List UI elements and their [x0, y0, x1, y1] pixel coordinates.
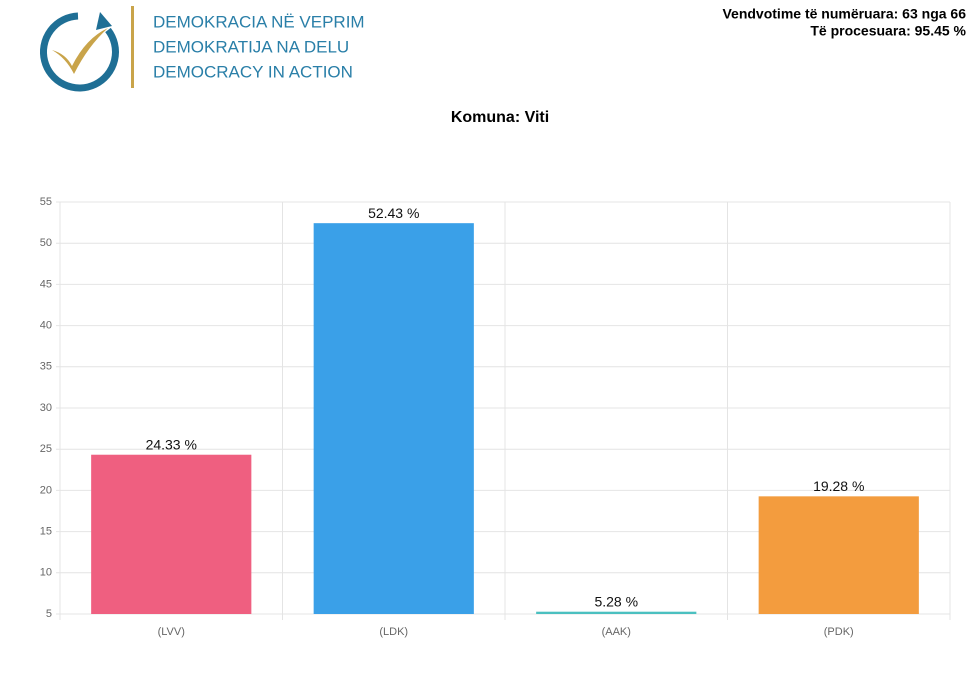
logo-text: DEMOKRATIJA NA DELU — [153, 37, 349, 56]
logo-text: DEMOCRACY IN ACTION — [153, 62, 353, 81]
value-label: 52.43 % — [368, 205, 419, 221]
logo-text: DEMOKRACIA NË VEPRIM — [153, 12, 365, 31]
bar — [91, 454, 252, 614]
stat-text: Të procesuara: 95.45 % — [810, 23, 966, 39]
x-tick-label: (PDK) — [824, 626, 854, 638]
y-tick-label: 40 — [40, 320, 52, 332]
chart-title: Komuna: Viti — [451, 109, 549, 126]
y-tick-label: 45 — [40, 278, 52, 290]
logo-arrow — [96, 12, 112, 30]
y-tick-label: 35 — [40, 361, 52, 373]
x-tick-label: (LVV) — [158, 626, 185, 638]
bar — [536, 611, 697, 614]
bar — [313, 223, 474, 614]
value-label: 24.33 % — [146, 436, 197, 452]
x-tick-label: (LDK) — [379, 626, 408, 638]
y-tick-label: 10 — [40, 567, 52, 579]
bar — [758, 496, 919, 614]
y-tick-label: 50 — [40, 237, 52, 249]
value-label: 5.28 % — [594, 593, 638, 609]
stat-text: Vendvotime të numëruara: 63 nga 66 — [722, 6, 966, 22]
y-tick-label: 5 — [46, 608, 52, 620]
logo-divider — [131, 6, 134, 88]
logo-arc — [39, 12, 119, 92]
y-tick-label: 15 — [40, 526, 52, 538]
y-tick-label: 20 — [40, 484, 52, 496]
y-tick-label: 55 — [40, 196, 52, 208]
y-tick-label: 30 — [40, 402, 52, 414]
y-tick-label: 25 — [40, 443, 52, 455]
logo-check — [52, 28, 108, 74]
logo-icon — [39, 6, 134, 92]
value-label: 19.28 % — [813, 478, 864, 494]
x-tick-label: (AAK) — [602, 626, 631, 638]
